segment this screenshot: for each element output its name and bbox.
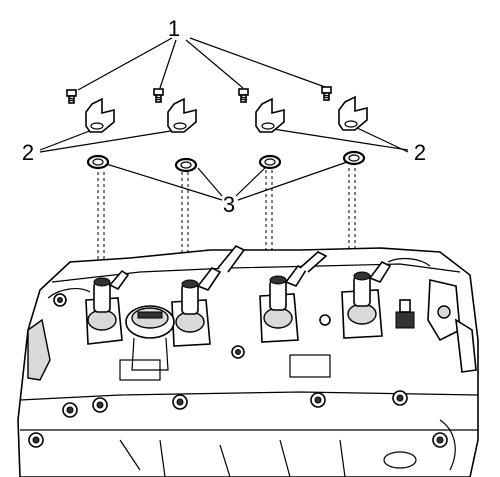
seal-3 bbox=[258, 154, 282, 170]
callout-2-right: 2 bbox=[414, 140, 426, 165]
callout-3: 3 bbox=[223, 192, 235, 217]
bolt-2 bbox=[153, 88, 164, 103]
seal-1 bbox=[86, 154, 110, 170]
injector-well-3 bbox=[259, 264, 308, 343]
bolt-3 bbox=[238, 88, 249, 103]
head-bolts bbox=[28, 293, 448, 448]
seal-4 bbox=[342, 150, 366, 166]
injector-well-2 bbox=[171, 266, 222, 347]
fuel-pipe bbox=[217, 244, 328, 273]
bracket-3 bbox=[255, 97, 285, 133]
injector-well-1 bbox=[85, 269, 130, 345]
sensor-connector bbox=[395, 279, 477, 373]
bolt-4 bbox=[321, 86, 332, 101]
leader-lines bbox=[39, 37, 409, 201]
cylinder-head bbox=[17, 247, 479, 477]
injector-well-4 bbox=[341, 260, 392, 339]
callout-2-left: 2 bbox=[22, 140, 34, 165]
seal-2 bbox=[174, 157, 198, 173]
oil-filler-cap bbox=[125, 305, 175, 371]
bracket-4 bbox=[338, 95, 368, 131]
bolt-1 bbox=[66, 89, 77, 104]
bracket-2 bbox=[167, 97, 197, 133]
lower-deck-details bbox=[119, 354, 456, 477]
callout-1: 1 bbox=[168, 16, 180, 41]
bracket-1 bbox=[85, 97, 115, 133]
